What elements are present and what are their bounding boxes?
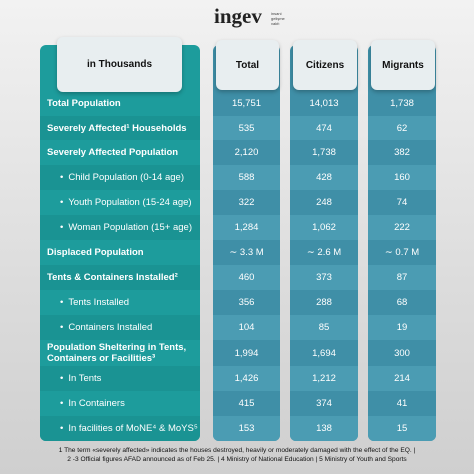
cell-value: 374 bbox=[290, 391, 358, 416]
cell-value: ∼ 3.3 M bbox=[213, 240, 280, 265]
footnote: 2 -3 Official figures AFAD announced as … bbox=[67, 456, 407, 463]
cell-value: 222 bbox=[368, 215, 436, 240]
cell-value: 460 bbox=[213, 265, 280, 290]
cell-value: 14,013 bbox=[290, 91, 358, 116]
row-label: Child Population (0-14 age) bbox=[40, 165, 200, 190]
cell-value: 2,120 bbox=[213, 140, 280, 165]
row-label: In Containers bbox=[40, 391, 200, 416]
row-label: Severely Affected¹ Households bbox=[40, 116, 200, 140]
cell-value: 1,426 bbox=[213, 366, 280, 391]
row-label: Total Population bbox=[40, 91, 200, 116]
cell-value: 214 bbox=[368, 366, 436, 391]
cell-value: 62 bbox=[368, 116, 436, 140]
cell-value: 1,738 bbox=[368, 91, 436, 116]
cell-value: 428 bbox=[290, 165, 358, 190]
cell-value: 68 bbox=[368, 290, 436, 315]
cell-value: 19 bbox=[368, 315, 436, 340]
cell-value: ∼ 2.6 M bbox=[290, 240, 358, 265]
cell-value: 1,994 bbox=[213, 340, 280, 366]
cell-value: 153 bbox=[213, 416, 280, 441]
logo: ingev bbox=[214, 4, 262, 28]
cell-value: 1,694 bbox=[290, 340, 358, 366]
cell-value: 87 bbox=[368, 265, 436, 290]
cell-value: 382 bbox=[368, 140, 436, 165]
cell-value: 373 bbox=[290, 265, 358, 290]
cell-value: 322 bbox=[213, 190, 280, 215]
row-label: Population Sheltering in Tents, Containe… bbox=[40, 340, 200, 366]
row-label: In facilities of MoNE⁴ & MoYS⁵ bbox=[40, 416, 200, 441]
cell-value: 300 bbox=[368, 340, 436, 366]
row-label: Tents & Containers Installed² bbox=[40, 265, 200, 290]
column-header: Citizens bbox=[293, 40, 357, 90]
row-label: Containers Installed bbox=[40, 315, 200, 340]
cell-value: 535 bbox=[213, 116, 280, 140]
cell-value: 85 bbox=[290, 315, 358, 340]
cell-value: 356 bbox=[213, 290, 280, 315]
row-label: Displaced Population bbox=[40, 240, 200, 265]
cell-value: 15,751 bbox=[213, 91, 280, 116]
cell-value: 104 bbox=[213, 315, 280, 340]
column-header: Migrants bbox=[371, 40, 435, 90]
cell-value: 248 bbox=[290, 190, 358, 215]
cell-value: 288 bbox=[290, 290, 358, 315]
row-label: Woman Population (15+ age) bbox=[40, 215, 200, 240]
cell-value: 1,738 bbox=[290, 140, 358, 165]
cell-value: 74 bbox=[368, 190, 436, 215]
row-label: Tents Installed bbox=[40, 290, 200, 315]
column-header: in Thousands bbox=[57, 37, 182, 92]
footnotes: 1 The term «severely affected» indicates… bbox=[0, 446, 474, 464]
cell-value: 415 bbox=[213, 391, 280, 416]
cell-value: 160 bbox=[368, 165, 436, 190]
row-label: In Tents bbox=[40, 366, 200, 391]
cell-value: ∼ 0.7 M bbox=[368, 240, 436, 265]
cell-value: 41 bbox=[368, 391, 436, 416]
logo-sub: insani gelişme vakfı bbox=[271, 11, 285, 26]
cell-value: 1,212 bbox=[290, 366, 358, 391]
cell-value: 138 bbox=[290, 416, 358, 441]
row-label: Youth Population (15-24 age) bbox=[40, 190, 200, 215]
row-label: Severely Affected Population bbox=[40, 140, 200, 165]
cell-value: 474 bbox=[290, 116, 358, 140]
footnote: 1 The term «severely affected» indicates… bbox=[58, 447, 416, 454]
column-header: Total bbox=[216, 40, 279, 90]
cell-value: 15 bbox=[368, 416, 436, 441]
cell-value: 1,062 bbox=[290, 215, 358, 240]
cell-value: 1,284 bbox=[213, 215, 280, 240]
cell-value: 588 bbox=[213, 165, 280, 190]
